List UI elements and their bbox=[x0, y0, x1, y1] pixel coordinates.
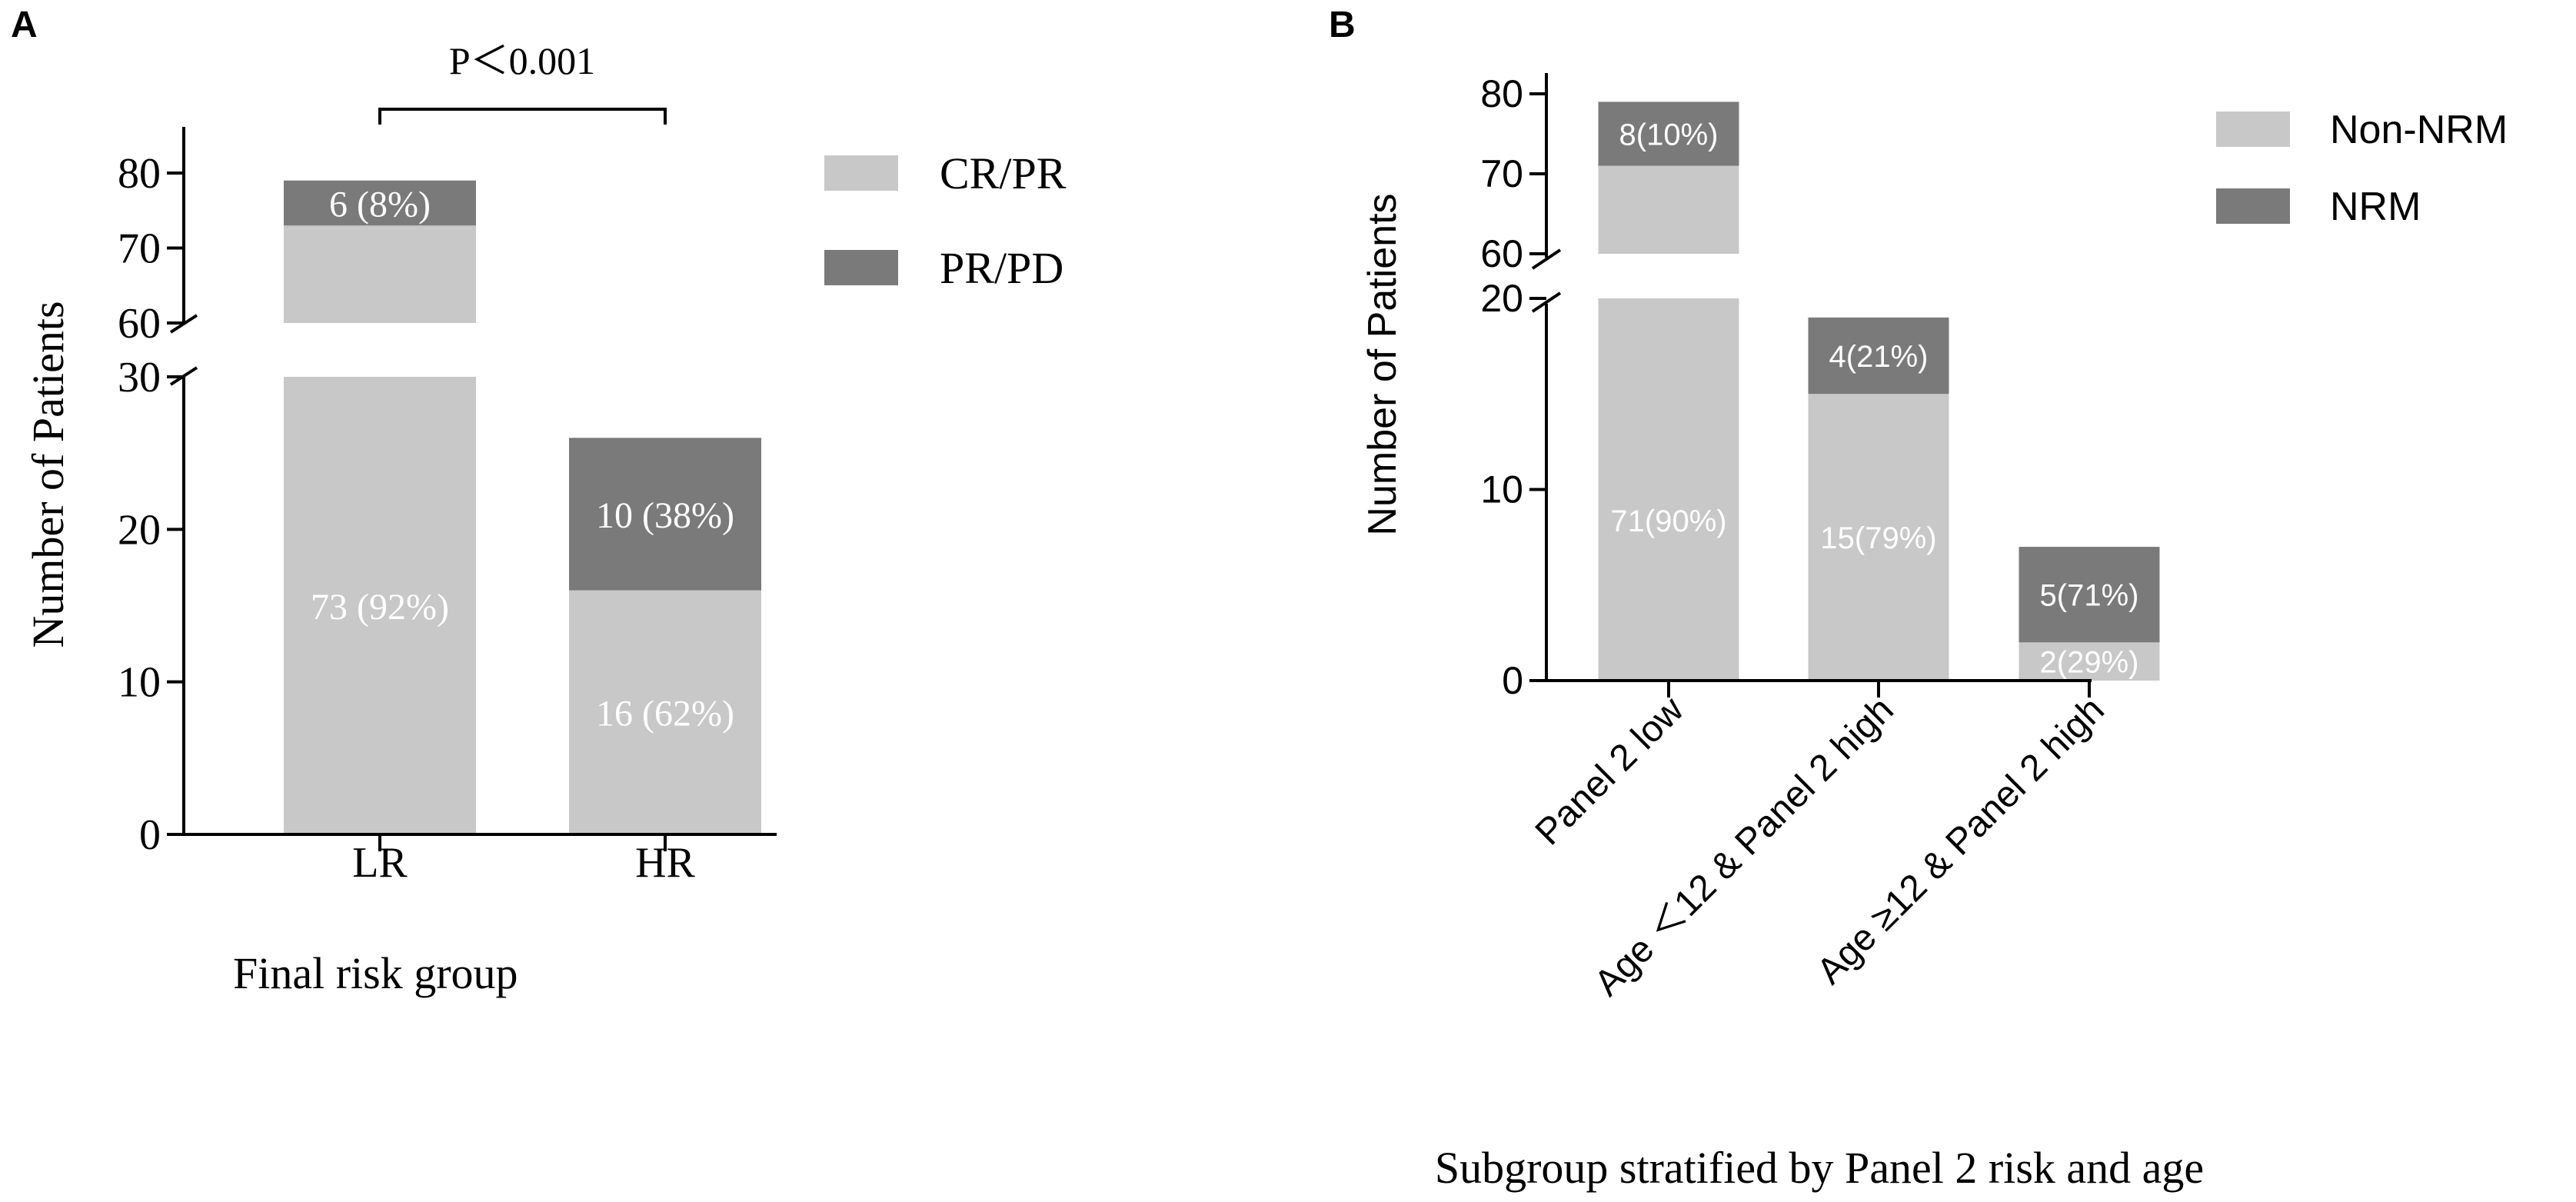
bar-label-nrm-2: 5(71%) bbox=[2040, 579, 2139, 613]
panel-b-chart: 71(90%) 8(10%) 15(79%) 4(21%) 2(29%) 5(71%) 0… bbox=[1360, 72, 2508, 1193]
bar-label-non-nrm-0: 71(90%) bbox=[1610, 504, 1726, 538]
y-tick-label: 20 bbox=[118, 506, 161, 554]
y-tick-label: 0 bbox=[1502, 659, 1523, 702]
bar-nrm-1 bbox=[1808, 317, 1949, 395]
y-tick-label: 30 bbox=[118, 354, 161, 401]
bar-label-cr-pr-1: 16 (62%) bbox=[596, 694, 734, 734]
legend-label-pr-pd: PR/PD bbox=[940, 243, 1063, 293]
bar-label-pr-pd-0: 6 (8%) bbox=[329, 184, 431, 225]
y-tick-label: 70 bbox=[1480, 152, 1523, 195]
bar-non-nrm-1 bbox=[1808, 394, 1949, 681]
bar-label-cr-pr-0: 73 (92%) bbox=[311, 587, 449, 628]
legend-label-nrm: NRM bbox=[2330, 185, 2421, 229]
y-tick-label: 80 bbox=[1480, 72, 1523, 115]
panel-a-bar-labels: 73 (92%) 6 (8%) 16 (62%) 10 (38%) bbox=[311, 184, 734, 734]
panel-a-y-axis-label: Number of Patients bbox=[23, 301, 73, 648]
panel-b-legend: Non-NRM NRM bbox=[2216, 108, 2508, 229]
y-tick-label: 0 bbox=[139, 811, 161, 859]
bar-non-nrm-0 bbox=[1598, 165, 1739, 254]
legend-swatch-pr-pd bbox=[824, 250, 898, 285]
y-tick-label: 80 bbox=[118, 150, 161, 198]
bar-nrm-0 bbox=[1598, 102, 1739, 166]
y-tick-label: 60 bbox=[118, 300, 161, 348]
bar-cr-pr-0 bbox=[284, 225, 476, 323]
panel-b-bars bbox=[1598, 102, 2160, 681]
panel-a-x-axis-label: Final risk group bbox=[233, 948, 518, 998]
bar-non-nrm-0 bbox=[1598, 298, 1739, 681]
panel-a-legend: CR/PR PR/PD bbox=[824, 148, 1067, 293]
bar-nrm-2 bbox=[2019, 547, 2160, 643]
y-tick-label: 10 bbox=[118, 659, 161, 707]
panel-letter-a: A bbox=[11, 5, 38, 45]
y-tick-label: 70 bbox=[118, 225, 161, 273]
legend-label-cr-pr: CR/PR bbox=[940, 148, 1067, 198]
significance-bracket bbox=[378, 108, 667, 125]
legend-swatch-cr-pr bbox=[824, 155, 898, 191]
bar-label-non-nrm-2: 2(29%) bbox=[2040, 646, 2139, 680]
panel-a-bars bbox=[284, 180, 761, 834]
panel-b-bar-labels: 71(90%) 8(10%) 15(79%) 4(21%) 2(29%) 5(71%) bbox=[1610, 118, 2138, 679]
bar-label-nrm-0: 8(10%) bbox=[1619, 118, 1719, 151]
bar-pr-pd-1 bbox=[569, 438, 761, 591]
x-tick-label: HR bbox=[635, 839, 695, 887]
bar-cr-pr-0 bbox=[284, 377, 476, 834]
bar-label-nrm-1: 4(21%) bbox=[1829, 340, 1929, 374]
bar-label-non-nrm-1: 15(79%) bbox=[1820, 521, 1936, 555]
legend-label-non-nrm: Non-NRM bbox=[2330, 108, 2508, 152]
panel-b-axis-break-mark bbox=[1531, 291, 1562, 313]
panel-a-x-ticks: LR HR bbox=[352, 834, 696, 887]
bar-pr-pd-0 bbox=[284, 180, 476, 226]
y-tick-label: 20 bbox=[1480, 277, 1523, 320]
panel-b-y-axis-label: Number of Patients bbox=[1360, 193, 1405, 535]
panel-b-x-axis-label: Subgroup stratified by Panel 2 risk and … bbox=[1435, 1143, 2204, 1193]
legend-swatch-non-nrm bbox=[2216, 112, 2290, 147]
panel-letter-b: B bbox=[1329, 5, 1356, 45]
x-tick-label: Panel 2 low bbox=[1528, 689, 1692, 853]
panel-b-axis-break-mark bbox=[1531, 248, 1562, 270]
x-tick-label: LR bbox=[352, 839, 408, 887]
bar-non-nrm-2 bbox=[2019, 642, 2160, 681]
legend-swatch-nrm bbox=[2216, 188, 2290, 224]
panel-a-y-ticks: 0 10 20 30 60 70 80 bbox=[118, 150, 184, 859]
p-value-annotation: P＜0.001 bbox=[449, 39, 595, 82]
bar-label-pr-pd-1: 10 (38%) bbox=[596, 495, 734, 536]
bar-cr-pr-1 bbox=[569, 590, 761, 834]
y-tick-label: 60 bbox=[1480, 232, 1523, 275]
panel-a-chart: 73 (92%) 6 (8%) 16 (62%) 10 (38%) 0 10 20 30 60… bbox=[23, 39, 1067, 998]
y-tick-label: 10 bbox=[1480, 468, 1523, 511]
